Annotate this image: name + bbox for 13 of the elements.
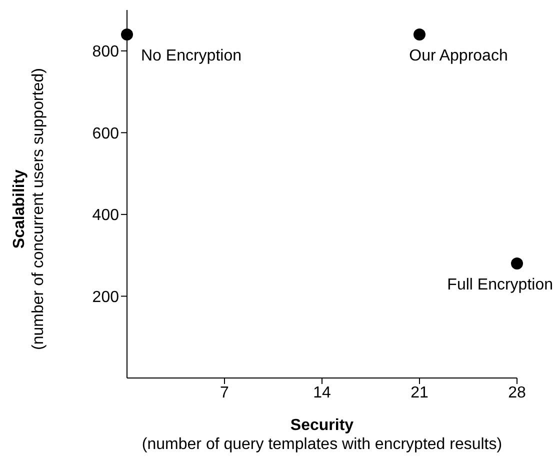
x-tick-label: 14: [313, 384, 331, 402]
x-tick-label: 21: [410, 384, 428, 402]
y-axis-title: Scalability (number of concurrent users supported): [11, 68, 47, 350]
x-tick-label: 28: [508, 384, 526, 402]
x-axis-title: Security (number of query templates with encrypted results): [142, 417, 502, 453]
annotation: No Encryption: [141, 48, 242, 65]
y-tick-label: 200: [92, 288, 120, 306]
annotation: Our Approach: [409, 48, 508, 65]
y-tick-label: 400: [92, 207, 120, 224]
annotation: Full Encryption: [447, 276, 553, 294]
y-tick-label: 600: [92, 125, 120, 142]
y-tick-label: 800: [92, 44, 120, 61]
x-tick-label: 7: [220, 384, 230, 402]
